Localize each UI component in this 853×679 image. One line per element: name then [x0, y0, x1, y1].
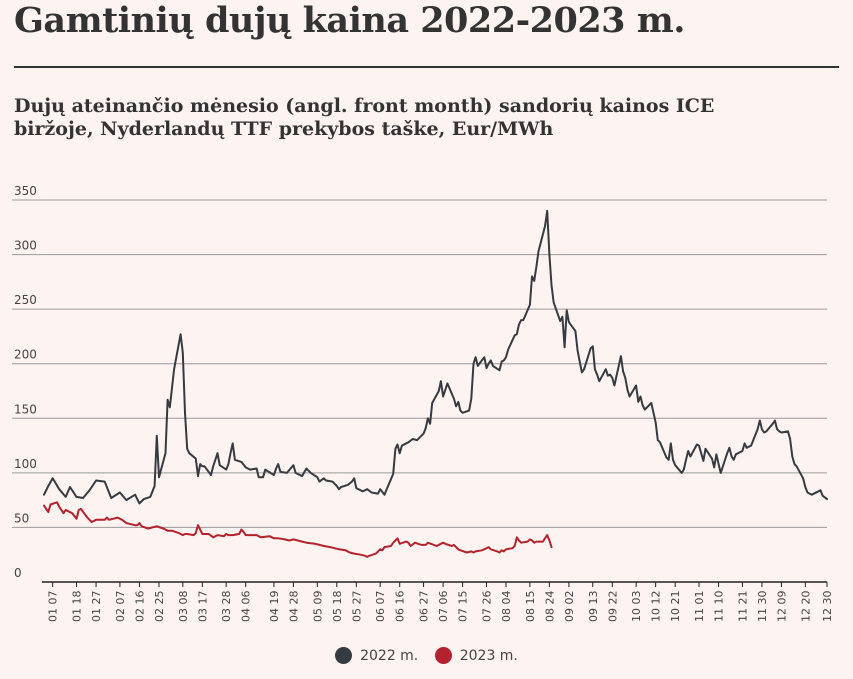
x-tick-label: 01 07: [47, 591, 60, 623]
x-tick-label: 05 27: [350, 591, 363, 623]
x-tick-label: 05 18: [331, 591, 344, 623]
x-tick-label: 05 09: [311, 591, 324, 623]
legend-label-2023: 2023 m.: [459, 647, 518, 664]
x-tick-label: 09 22: [606, 591, 619, 623]
y-tick-label: 200: [14, 348, 37, 362]
x-tick-label: 09 02: [563, 591, 576, 623]
x-tick-label: 04 19: [268, 591, 281, 623]
x-tick-label: 11 21: [736, 591, 749, 623]
line-chart: 0 50 100 150 200 250 300 350 01 07 01 18 01 27 02 0…: [12, 184, 834, 623]
legend-label-2022: 2022 m.: [360, 647, 419, 664]
legend-item-2023: 2023 m.: [434, 647, 518, 664]
x-tick-label: 11 10: [713, 591, 726, 623]
x-tick-label: 08 15: [524, 591, 537, 623]
x-tick-label: 10 12: [650, 591, 663, 623]
y-tick-label: 0: [14, 566, 22, 580]
x-tick-label: 10 03: [630, 591, 643, 623]
x-tick-label: 07 06: [437, 591, 450, 623]
x-tick-label: 11 30: [756, 591, 769, 623]
x-tick-label: 07 15: [457, 591, 470, 623]
x-tick-label: 12 30: [821, 591, 834, 623]
x-tick-label: 03 17: [196, 591, 209, 623]
y-tick-label: 150: [14, 402, 37, 416]
x-tick-label: 06 16: [394, 591, 407, 623]
x-tick-label: 09 13: [587, 591, 600, 623]
x-tick-label: 03 28: [220, 591, 233, 623]
x-tick-label: 08 24: [543, 591, 556, 623]
x-tick-label: 08 04: [500, 591, 513, 623]
y-tick-label: 350: [14, 184, 37, 198]
y-tick-label: 100: [14, 457, 37, 471]
x-tick-label: 06 27: [418, 591, 431, 623]
title-divider: [14, 66, 839, 68]
x-tick-label: 10 21: [669, 591, 682, 623]
x-tick-label: 01 18: [71, 591, 84, 623]
legend-swatch-2023: [434, 647, 452, 664]
x-tick-label: 04 28: [287, 591, 300, 623]
x-tick-label: 02 25: [153, 591, 166, 623]
legend: 2022 m. 2023 m.: [0, 647, 853, 668]
x-tick-label: 12 20: [799, 591, 812, 623]
y-tick-label: 50: [14, 511, 29, 525]
x-tick-label: 03 08: [177, 591, 190, 623]
x-tick-label: 01 27: [90, 591, 103, 623]
chart-title: Gamtinių dujų kaina 2022-2023 m.: [14, 0, 685, 41]
x-tick-label: 02 16: [133, 591, 146, 623]
x-tick-label: 04 06: [240, 591, 253, 623]
legend-item-2022: 2022 m.: [335, 647, 418, 664]
y-tick-label: 250: [14, 293, 37, 307]
x-tick-label: 07 26: [480, 591, 493, 623]
y-tick-label: 300: [14, 239, 37, 253]
x-tick-label: 12 09: [775, 591, 788, 623]
x-tick-label: 02 07: [114, 591, 127, 623]
x-tick-label: 11 01: [693, 591, 706, 623]
x-tick-label: 06 07: [374, 591, 387, 623]
series-line-2022: [43, 209, 828, 505]
legend-swatch-2022: [335, 647, 353, 664]
chart-subtitle: Dujų ateinančio mėnesio (angl. front mon…: [14, 95, 715, 140]
series-line-2023: [43, 501, 553, 558]
